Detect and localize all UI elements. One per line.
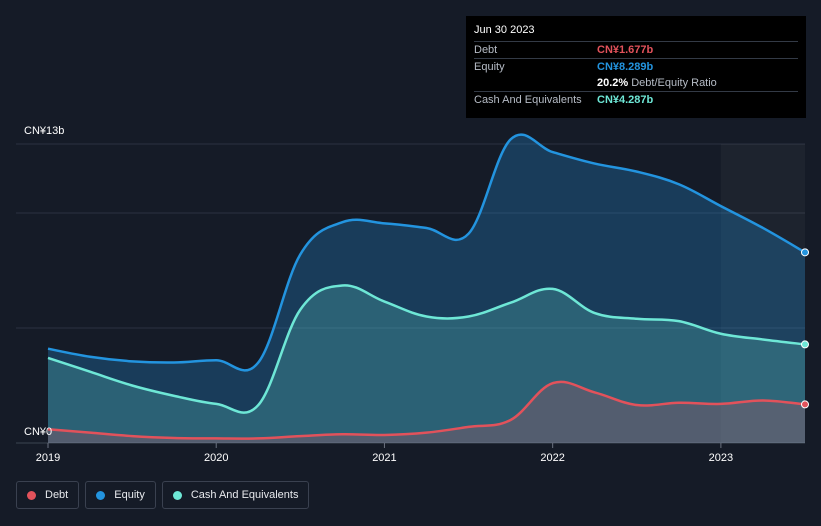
tooltip-date: Jun 30 2023 xyxy=(474,24,535,36)
cash-and-equivalents-endpoint xyxy=(801,340,809,349)
tooltip-row-equity: Equity CN¥8.289b xyxy=(474,58,798,75)
y-axis-max-label: CN¥13b xyxy=(24,125,64,137)
x-axis: 2019 2020 2021 2022 2023 xyxy=(36,443,733,464)
series-areas xyxy=(48,134,805,444)
tooltip-value-debt: CN¥1.677b xyxy=(597,44,654,56)
chart-legend: Debt Equity Cash And Equivalents xyxy=(16,481,310,511)
legend-item-equity[interactable]: Equity xyxy=(85,481,156,509)
x-tick-label: 2019 xyxy=(36,452,60,464)
x-tick-label: 2023 xyxy=(709,452,733,464)
tooltip-value-cash: CN¥4.287b xyxy=(597,94,654,106)
legend-item-debt[interactable]: Debt xyxy=(16,481,80,509)
debt-area xyxy=(48,381,805,443)
tooltip-value-ratio: 20.2% xyxy=(597,77,629,89)
legend-label-debt: Debt xyxy=(45,489,69,501)
cash-and-equivalents-area xyxy=(48,285,805,443)
debt-line xyxy=(47,380,806,440)
tooltip-label: Equity xyxy=(474,61,505,73)
tooltip-row-ratio: 20.2% Debt/Equity Ratio xyxy=(474,75,798,91)
legend-label-equity: Equity xyxy=(114,489,145,501)
debt-endpoint xyxy=(801,400,809,409)
x-tick-label: 2020 xyxy=(204,452,228,464)
equity-endpoint xyxy=(801,248,809,257)
x-tick-label: 2021 xyxy=(372,452,396,464)
tooltip-value-equity: CN¥8.289b xyxy=(597,61,654,73)
legend-item-cash[interactable]: Cash And Equivalents xyxy=(161,481,310,509)
tooltip-panel: Jun 30 2023 Debt CN¥1.677b Equity CN¥8.2… xyxy=(466,16,806,118)
tooltip-ratio-caption: Debt/Equity Ratio xyxy=(631,77,717,89)
cash-and-equivalents-line xyxy=(47,284,806,414)
series-endpoints xyxy=(801,248,809,409)
legend-label-cash: Cash And Equivalents xyxy=(190,489,299,501)
legend-dot-debt xyxy=(27,490,36,500)
equity-area xyxy=(48,134,805,444)
tooltip-row-cash: Cash And Equivalents CN¥4.287b xyxy=(474,91,798,108)
y-axis-zero-label: CN¥0 xyxy=(24,426,52,438)
series-lines xyxy=(47,133,806,440)
tooltip-label: Debt xyxy=(474,44,498,56)
legend-dot-cash xyxy=(172,490,182,500)
tooltip-label: Cash And Equivalents xyxy=(474,94,582,106)
equity-line xyxy=(47,133,806,372)
x-tick-label: 2022 xyxy=(540,452,564,464)
legend-dot-equity xyxy=(96,490,106,500)
grid-lines xyxy=(16,143,805,444)
tooltip-row-debt: Debt CN¥1.677b xyxy=(474,41,798,58)
